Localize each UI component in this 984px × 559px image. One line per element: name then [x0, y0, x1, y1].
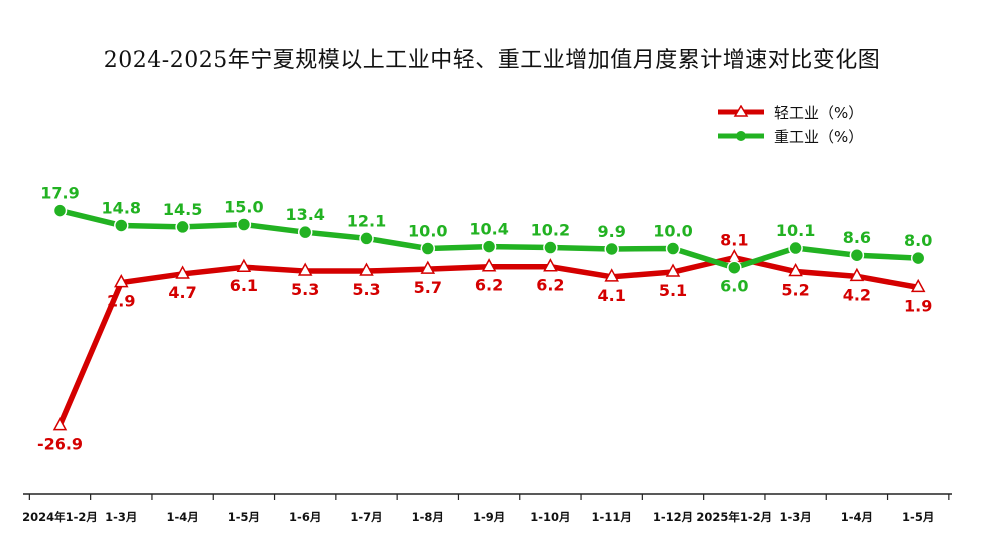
data-label-heavy: 6.0: [720, 277, 748, 296]
data-point-light: [114, 274, 129, 288]
data-label-heavy: 8.6: [843, 228, 871, 247]
data-point-heavy: [543, 240, 558, 255]
x-tick-label: 1-12月: [653, 510, 693, 524]
data-label-light: 4.7: [168, 283, 196, 302]
data-point-heavy: [481, 239, 497, 254]
x-tick-label: 1-4月: [841, 510, 873, 524]
data-label-heavy: 10.0: [408, 222, 447, 241]
x-tick-label: 1-5月: [902, 510, 934, 524]
x-tick-label: 2025年1-2月: [696, 510, 772, 524]
data-point-light: [52, 417, 68, 431]
data-point-light: [481, 258, 497, 272]
x-tick-label: 1-4月: [166, 510, 198, 524]
data-point-light: [788, 262, 803, 277]
data-label-light: 8.1: [720, 231, 748, 250]
x-tick-label: 1-10月: [530, 510, 570, 524]
data-point-heavy: [52, 203, 68, 218]
data-label-light: 1.9: [904, 296, 932, 315]
data-point-heavy: [665, 241, 681, 256]
data-point-heavy: [175, 219, 190, 235]
data-point-light: [604, 268, 619, 282]
data-label-heavy: 14.8: [102, 198, 141, 217]
data-label-light: 4.2: [843, 285, 871, 304]
chart-title: 2024-2025年宁夏规模以上工业中轻、重工业增加值月度累计增速对比变化图: [103, 48, 881, 73]
data-label-light: 6.2: [536, 276, 564, 295]
legend-label-heavy: 重工业（%）: [774, 127, 864, 146]
data-label-heavy: 9.9: [598, 222, 626, 241]
data-label-light: 6.1: [230, 276, 258, 295]
data-point-light: [543, 258, 558, 272]
data-point-light: [420, 260, 436, 274]
data-point-heavy: [420, 241, 436, 256]
data-label-light: 5.7: [414, 278, 442, 297]
data-label-heavy: 13.4: [285, 205, 324, 224]
legend-label-light: 轻工业（%）: [774, 103, 864, 122]
x-tick-label: 1-6月: [289, 510, 321, 524]
data-point-light: [910, 278, 926, 293]
data-label-light: 5.3: [352, 280, 380, 299]
x-tick-label: 1-11月: [592, 510, 632, 524]
data-label-light: 6.2: [475, 276, 503, 295]
data-label-heavy: 17.9: [40, 184, 79, 203]
data-point-light: [359, 262, 374, 276]
data-point-light: [665, 263, 681, 277]
data-label-heavy: 12.1: [347, 211, 386, 230]
data-label-heavy: 10.2: [531, 221, 570, 240]
data-point-heavy: [788, 240, 803, 256]
data-point-heavy: [236, 217, 252, 232]
data-point-heavy: [114, 218, 129, 233]
data-label-light: 5.2: [781, 281, 809, 300]
x-tick-label: 1-3月: [779, 510, 811, 524]
data-label-light: 5.1: [659, 281, 687, 300]
x-tick-label: 2024年1-2月: [22, 510, 98, 524]
data-point-light: [849, 267, 865, 282]
legend-swatch-heavy: [718, 131, 764, 141]
data-label-heavy: 10.1: [776, 221, 815, 240]
x-tick-label: 1-5月: [228, 510, 260, 524]
data-label-light: -26.9: [37, 435, 83, 454]
data-label-light: 4.1: [598, 286, 626, 305]
data-point-heavy: [297, 224, 313, 240]
x-tick-label: 1-9月: [473, 510, 505, 524]
x-tick-label: 1-8月: [412, 510, 444, 524]
data-label-heavy: 14.5: [163, 200, 202, 219]
data-point-heavy: [910, 250, 926, 266]
data-point-heavy: [727, 260, 742, 275]
data-point-heavy: [359, 231, 374, 246]
legend-swatch-light: [718, 105, 764, 117]
data-label-light: 5.3: [291, 280, 319, 299]
data-point-heavy: [604, 241, 619, 257]
data-label-light: 2.9: [107, 292, 135, 311]
data-label-heavy: 10.4: [469, 220, 508, 239]
data-point-heavy: [849, 247, 865, 263]
data-label-heavy: 10.0: [653, 222, 692, 241]
data-point-light: [175, 265, 190, 279]
data-point-light: [236, 258, 252, 272]
data-label-heavy: 8.0: [904, 231, 932, 250]
data-point-light: [297, 262, 313, 276]
legend-item-heavy: 重工业（%）: [716, 124, 863, 148]
x-tick-label: 1-7月: [350, 510, 382, 524]
x-tick-label: 1-3月: [105, 510, 137, 524]
data-label-heavy: 15.0: [224, 198, 263, 217]
legend-item-light: 轻工业（%）: [716, 100, 863, 124]
legend: 轻工业（%） 重工业（%）: [716, 100, 863, 148]
